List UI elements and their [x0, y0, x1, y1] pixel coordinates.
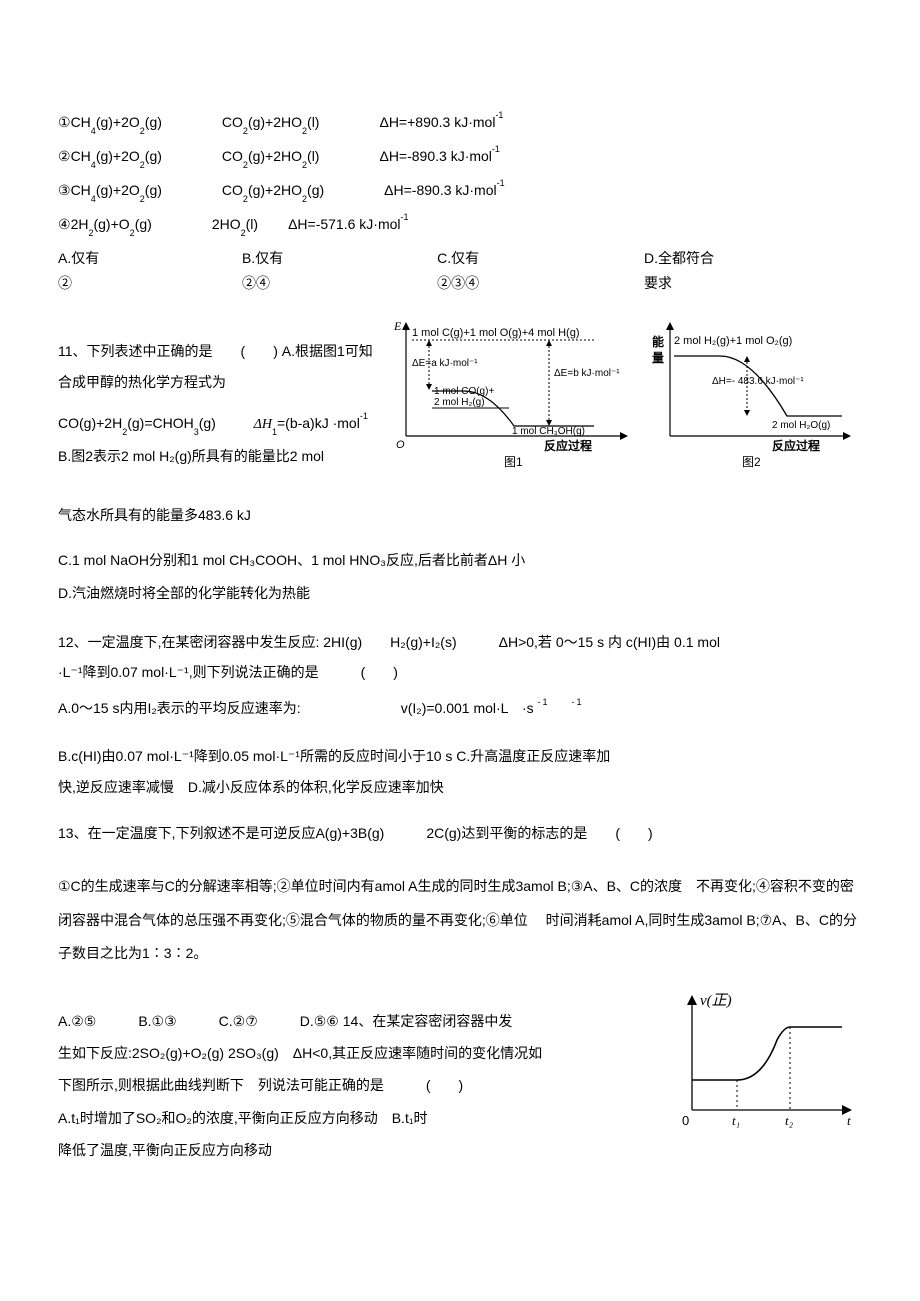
option-c: C.仅有②③④	[437, 246, 504, 296]
graph-14: v(正) 0 t₁ t₂ t	[662, 985, 862, 1135]
option-d: D.全都符合要求	[644, 246, 722, 296]
q11-block: 11、下列表述中正确的是 ( ) A.根据图1可知合成甲醇的热化学方程式为 CO…	[58, 316, 862, 479]
svg-text:2 mol H₂(g)+1 mol O₂(g): 2 mol H₂(g)+1 mol O₂(g)	[674, 335, 792, 347]
q11-c: C.1 mol NaOH分别和1 mol CH₃COOH、1 mol HNO₃反…	[58, 548, 862, 573]
q13-body: ①C的生成速率与C的分解速率相等;②单位时间内有amol A生成的同时生成3am…	[58, 870, 862, 971]
q11-tail: 气态水所具有的能量多483.6 kJ	[58, 500, 862, 531]
svg-text:t₁: t₁	[732, 1113, 740, 1128]
eq-prefix: ①	[58, 110, 71, 135]
svg-text:量: 量	[652, 351, 664, 365]
svg-text:0: 0	[682, 1113, 689, 1128]
equation-block: ① CH4(g)+2O2(g) CO2(g)+2HO2(l) ΔH=+890.3…	[58, 110, 862, 238]
svg-text:t: t	[847, 1113, 851, 1128]
q13-opts-q14: A.②⑤ B.①③ C.②⑦ D.⑤⑥ 14、在某定容密闭容器中发 生如下反应:…	[58, 1005, 646, 1166]
q12-a2: v(I₂)=0.001 mol·L ·s -1 -1	[401, 696, 584, 721]
q11-d: D.汽油燃烧时将全部的化学能转化为热能	[58, 581, 862, 606]
svg-text:能: 能	[652, 334, 664, 349]
eq-prefix: ③	[58, 178, 71, 203]
svg-text:t₂: t₂	[785, 1113, 794, 1128]
svg-text:2 mol H₂(g): 2 mol H₂(g)	[434, 397, 485, 408]
q11-stem: 11、下列表述中正确的是 ( ) A.根据图1可知合成甲醇的热化学方程式为	[58, 336, 378, 398]
svg-text:反应过程: 反应过程	[772, 438, 820, 453]
option-b: B.仅有②④	[242, 246, 297, 296]
svg-text:1 mol CH₃OH(g): 1 mol CH₃OH(g)	[512, 426, 585, 437]
diagram-1: E O 1 mol C(g)+1 mol O(g)+4 mol H(g) ΔE=…	[394, 316, 644, 471]
svg-text:1 mol C(g)+1 mol O(g)+4 mol H(: 1 mol C(g)+1 mol O(g)+4 mol H(g)	[412, 327, 580, 339]
svg-text:ΔE=a kJ·mol⁻¹: ΔE=a kJ·mol⁻¹	[412, 358, 478, 369]
svg-text:反应过程: 反应过程	[544, 438, 592, 453]
svg-text:v(正): v(正)	[700, 993, 732, 1009]
q12-block: 12、一定温度下,在某密闭容器中发生反应: 2HI(g) H₂(g)+I₂(s)…	[58, 627, 862, 689]
svg-text:ΔH=- 483.6 kJ·mol⁻¹: ΔH=- 483.6 kJ·mol⁻¹	[712, 376, 804, 387]
svg-text:图2: 图2	[742, 455, 761, 469]
option-a: A.仅有②	[58, 246, 102, 296]
diagram-2: 能 量 2 mol H₂(g)+1 mol O₂(g) ΔH=- 483.6 k…	[652, 316, 862, 471]
svg-text:E: E	[394, 319, 402, 333]
svg-text:O: O	[396, 439, 405, 451]
svg-text:图1: 图1	[504, 455, 523, 469]
svg-text:ΔE=b kJ·mol⁻¹: ΔE=b kJ·mol⁻¹	[554, 368, 620, 379]
q12-b: B.c(HI)由0.07 mol·L⁻¹降到0.05 mol·L⁻¹所需的反应时…	[58, 741, 862, 803]
svg-text:2 mol H₂O(g): 2 mol H₂O(g)	[772, 420, 830, 431]
q11-b: B.图2表示2 mol H₂(g)所具有的能量比2 mol	[58, 441, 378, 472]
q13-stem: 13、在一定温度下,下列叙述不是可逆反应A(g)+3B(g) 2C(g)达到平衡…	[58, 821, 862, 846]
q12-a1: A.0～15 s内用I₂表示的平均反应速率为:	[58, 696, 301, 721]
eq-prefix: ④	[58, 212, 71, 237]
eq-prefix: ②	[58, 144, 71, 169]
q10-options: A.仅有② B.仅有②④ C.仅有②③④ D.全都符合要求	[58, 246, 862, 296]
